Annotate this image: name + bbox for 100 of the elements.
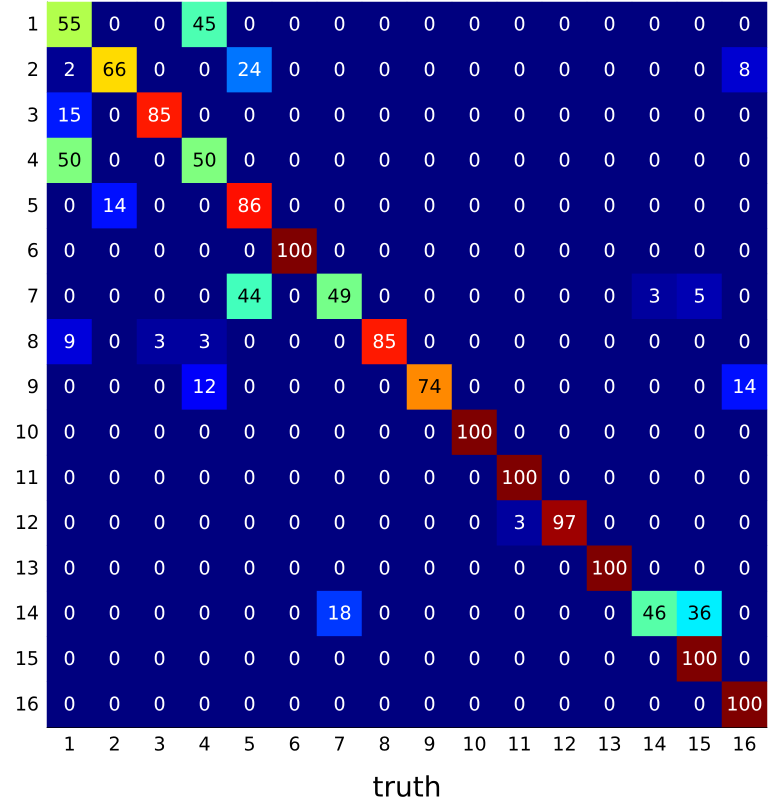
x-tick-label: 9 bbox=[423, 734, 436, 756]
x-tick-label: 1 bbox=[63, 734, 76, 756]
data-label: 0 bbox=[423, 693, 436, 716]
data-label: 0 bbox=[693, 693, 706, 716]
data-label: 0 bbox=[333, 104, 346, 126]
data-label: 14 bbox=[732, 376, 757, 398]
data-label: 0 bbox=[378, 286, 391, 308]
data-label: 0 bbox=[423, 150, 436, 172]
data-label: 0 bbox=[378, 648, 391, 670]
data-label: 0 bbox=[243, 421, 256, 444]
x-tick-label: 10 bbox=[462, 734, 487, 756]
data-label: 0 bbox=[423, 14, 436, 36]
data-label: 0 bbox=[63, 194, 76, 217]
data-label: 0 bbox=[558, 466, 571, 489]
data-label: 0 bbox=[333, 330, 346, 353]
data-label: 0 bbox=[738, 421, 751, 444]
data-label: 0 bbox=[198, 602, 211, 625]
data-label: 0 bbox=[468, 557, 481, 580]
data-label: 0 bbox=[63, 693, 76, 716]
data-label: 0 bbox=[468, 376, 481, 398]
y-tick-label: 9 bbox=[26, 376, 39, 398]
data-label: 0 bbox=[198, 194, 211, 217]
data-label: 50 bbox=[192, 150, 217, 172]
data-label: 0 bbox=[108, 466, 121, 489]
data-label: 0 bbox=[288, 512, 301, 534]
data-label: 0 bbox=[243, 466, 256, 489]
x-axis-title: truth bbox=[372, 770, 442, 804]
x-tick-label: 14 bbox=[642, 734, 667, 756]
data-label: 0 bbox=[558, 693, 571, 716]
data-label: 0 bbox=[693, 194, 706, 217]
data-label: 0 bbox=[648, 104, 661, 126]
data-label: 0 bbox=[243, 376, 256, 398]
data-label: 0 bbox=[153, 648, 166, 670]
x-tick-label: 6 bbox=[288, 734, 301, 756]
data-label: 97 bbox=[552, 512, 577, 534]
data-label: 45 bbox=[192, 14, 217, 36]
data-label: 0 bbox=[558, 286, 571, 308]
data-label: 0 bbox=[63, 648, 76, 670]
data-label: 0 bbox=[198, 557, 211, 580]
data-label: 0 bbox=[693, 14, 706, 36]
data-label: 0 bbox=[558, 376, 571, 398]
data-label: 0 bbox=[108, 104, 121, 126]
data-label: 0 bbox=[468, 104, 481, 126]
data-label: 0 bbox=[513, 240, 526, 262]
data-label: 0 bbox=[693, 150, 706, 172]
data-label: 0 bbox=[63, 421, 76, 444]
data-label: 0 bbox=[468, 286, 481, 308]
data-label: 0 bbox=[468, 602, 481, 625]
data-label: 0 bbox=[198, 286, 211, 308]
data-label: 0 bbox=[738, 194, 751, 217]
data-label: 12 bbox=[192, 376, 217, 398]
data-label: 0 bbox=[63, 602, 76, 625]
data-label: 0 bbox=[153, 602, 166, 625]
data-label: 0 bbox=[63, 466, 76, 489]
data-label: 0 bbox=[558, 150, 571, 172]
data-label: 0 bbox=[108, 557, 121, 580]
data-label: 0 bbox=[153, 466, 166, 489]
data-label: 3 bbox=[153, 330, 166, 353]
data-label: 0 bbox=[513, 286, 526, 308]
data-label: 0 bbox=[243, 14, 256, 36]
data-label: 0 bbox=[333, 150, 346, 172]
data-label: 66 bbox=[102, 58, 127, 81]
data-label: 0 bbox=[378, 104, 391, 126]
y-tick-label: 12 bbox=[14, 512, 39, 534]
data-label: 9 bbox=[63, 330, 76, 353]
data-label: 0 bbox=[648, 58, 661, 81]
data-label: 0 bbox=[63, 512, 76, 534]
data-label: 0 bbox=[288, 648, 301, 670]
data-label: 0 bbox=[423, 58, 436, 81]
data-label: 0 bbox=[558, 58, 571, 81]
data-label: 100 bbox=[456, 421, 493, 444]
data-label: 0 bbox=[738, 286, 751, 308]
data-label: 0 bbox=[378, 512, 391, 534]
data-label: 0 bbox=[738, 466, 751, 489]
data-label: 0 bbox=[423, 194, 436, 217]
data-label: 2 bbox=[63, 58, 76, 81]
data-label: 100 bbox=[681, 648, 718, 670]
data-label: 0 bbox=[648, 648, 661, 670]
data-label: 0 bbox=[153, 693, 166, 716]
data-label: 0 bbox=[738, 512, 751, 534]
data-label: 0 bbox=[288, 150, 301, 172]
data-label: 0 bbox=[423, 557, 436, 580]
data-label: 0 bbox=[288, 104, 301, 126]
data-label: 0 bbox=[603, 421, 616, 444]
data-label: 8 bbox=[738, 58, 751, 81]
data-label: 0 bbox=[738, 330, 751, 353]
data-label: 0 bbox=[558, 14, 571, 36]
data-label: 0 bbox=[603, 58, 616, 81]
data-label: 0 bbox=[153, 557, 166, 580]
data-label: 0 bbox=[423, 330, 436, 353]
y-tick-label: 15 bbox=[14, 648, 39, 670]
data-label: 0 bbox=[603, 693, 616, 716]
data-label: 15 bbox=[57, 104, 82, 126]
y-tick-label: 7 bbox=[26, 286, 39, 308]
data-label: 0 bbox=[423, 466, 436, 489]
data-label: 0 bbox=[198, 512, 211, 534]
data-label: 0 bbox=[738, 150, 751, 172]
data-label: 0 bbox=[288, 194, 301, 217]
data-label: 0 bbox=[648, 693, 661, 716]
data-label: 0 bbox=[243, 150, 256, 172]
